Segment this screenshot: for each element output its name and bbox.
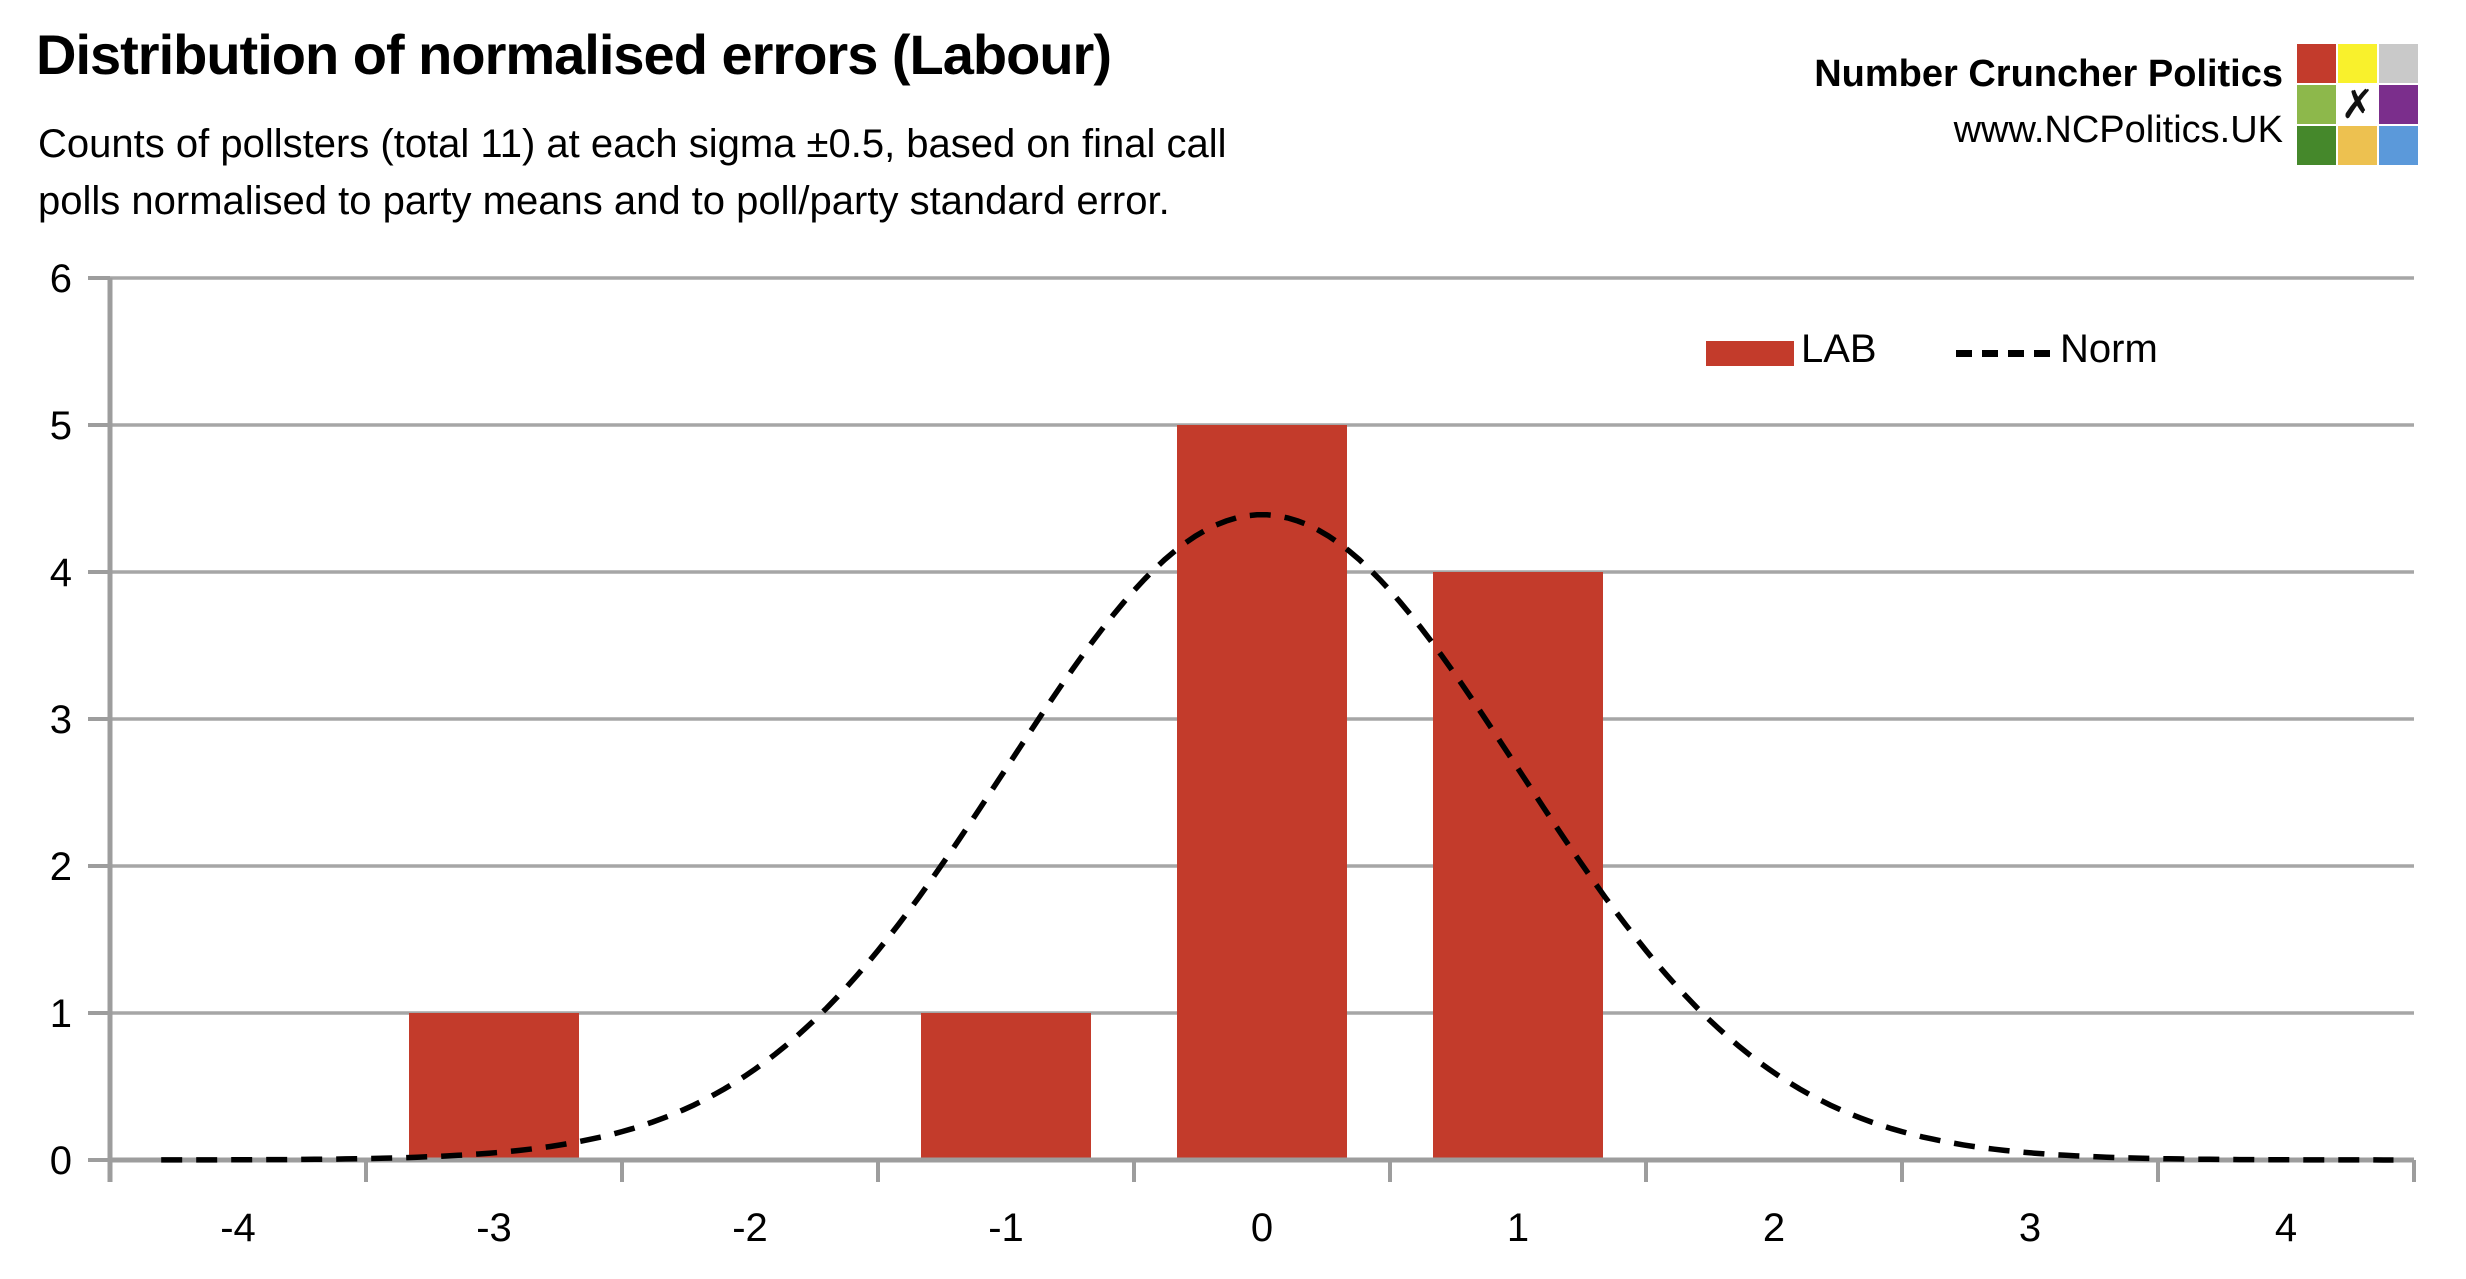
x-tick-label: -4 [220, 1206, 256, 1250]
x-tick-label: 3 [2019, 1206, 2041, 1250]
y-tick-label: 0 [50, 1139, 72, 1183]
x-tick-label: -1 [988, 1206, 1024, 1250]
y-tick-label: 6 [50, 257, 72, 301]
y-tick-label: 1 [50, 992, 72, 1036]
bar-lab--1 [921, 1013, 1091, 1160]
chart-title: Distribution of normalised errors (Labou… [36, 23, 1112, 86]
x-tick-label: 2 [1763, 1206, 1785, 1250]
chart-subtitle-line1: Counts of pollsters (total 11) at each s… [38, 122, 1227, 166]
y-tick-label: 2 [50, 845, 72, 889]
y-tick-label: 5 [50, 404, 72, 448]
bar-lab-0 [1177, 425, 1347, 1160]
logo-cell [2379, 126, 2418, 165]
legend-dash-line-icon [1956, 350, 2054, 357]
legend-label-norm: Norm [2060, 327, 2158, 371]
logo-cell [2379, 85, 2418, 124]
legend-label-lab: LAB [1801, 327, 1877, 371]
x-tick-label: -2 [732, 1206, 768, 1250]
x-tick-label: 0 [1251, 1206, 1273, 1250]
logo-cell [2297, 85, 2336, 124]
x-tick-label: -3 [476, 1206, 512, 1250]
logo-cell [2338, 44, 2377, 83]
legend-swatch-lab [1706, 341, 1794, 366]
y-tick-label: 3 [50, 698, 72, 742]
ncp-logo-icon: ✗ [2297, 44, 2418, 165]
logo-cell [2297, 126, 2336, 165]
x-tick-label: 1 [1507, 1206, 1529, 1250]
brand-url: www.NCPolitics.UK [1953, 109, 2283, 151]
x-tick-label: 4 [2275, 1206, 2297, 1250]
bar-lab--3 [409, 1013, 579, 1160]
brand-name: Number Cruncher Politics [1814, 53, 2283, 95]
chart-subtitle: Counts of pollsters (total 11) at each s… [38, 116, 1227, 230]
bar-lab-1 [1433, 572, 1603, 1160]
logo-cell [2379, 44, 2418, 83]
chart-subtitle-line2: polls normalised to party means and to p… [38, 179, 1170, 223]
logo-cell [2297, 44, 2336, 83]
brand-block: Number Cruncher Politics www.NCPolitics.… [1814, 46, 2283, 158]
y-tick-label: 4 [50, 551, 72, 595]
logo-ballot-x-icon: ✗ [2338, 82, 2377, 128]
logo-cell [2338, 126, 2377, 165]
